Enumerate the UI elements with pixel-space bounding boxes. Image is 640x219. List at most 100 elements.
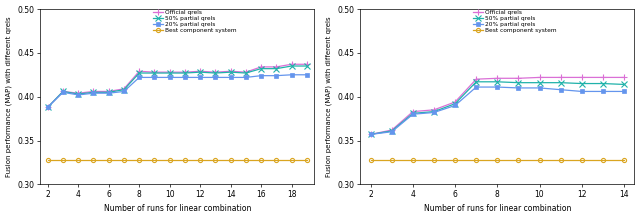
Best component system	[273, 159, 280, 161]
20% partial qrels	[166, 76, 173, 79]
20% partial qrels	[120, 90, 128, 93]
Official qrels	[430, 109, 438, 111]
50% partial qrels	[212, 72, 220, 74]
50% partial qrels	[472, 80, 480, 83]
50% partial qrels	[388, 130, 396, 132]
50% partial qrels	[536, 81, 543, 84]
50% partial qrels	[620, 83, 628, 86]
Best component system	[136, 159, 143, 161]
20% partial qrels	[430, 111, 438, 114]
Best component system	[303, 159, 310, 161]
20% partial qrels	[620, 90, 628, 93]
50% partial qrels	[150, 72, 158, 74]
50% partial qrels	[59, 90, 67, 93]
Official qrels	[74, 92, 82, 95]
Best component system	[257, 159, 265, 161]
Best component system	[578, 159, 586, 161]
Best component system	[493, 159, 501, 161]
Legend: Official qrels, 50% partial qrels, 20% partial qrels, Best component system: Official qrels, 50% partial qrels, 20% p…	[473, 10, 557, 33]
Best component system	[472, 159, 480, 161]
Official qrels	[212, 71, 220, 73]
Y-axis label: Fusion performance (MAP) with different qrels: Fusion performance (MAP) with different …	[6, 16, 12, 177]
Official qrels	[388, 129, 396, 131]
Line: 20% partial qrels: 20% partial qrels	[45, 73, 309, 109]
Official qrels	[59, 90, 67, 93]
20% partial qrels	[90, 92, 97, 95]
20% partial qrels	[74, 94, 82, 96]
Official qrels	[620, 76, 628, 79]
Official qrels	[120, 88, 128, 90]
Best component system	[44, 159, 52, 161]
50% partial qrels	[515, 81, 522, 84]
Line: 50% partial qrels: 50% partial qrels	[45, 63, 310, 110]
Official qrels	[367, 133, 374, 136]
Best component system	[557, 159, 564, 161]
Best component system	[536, 159, 543, 161]
Best component system	[74, 159, 82, 161]
50% partial qrels	[273, 67, 280, 70]
50% partial qrels	[493, 80, 501, 83]
Best component system	[227, 159, 234, 161]
Best component system	[620, 159, 628, 161]
20% partial qrels	[257, 74, 265, 77]
Official qrels	[536, 76, 543, 79]
50% partial qrels	[105, 91, 113, 94]
50% partial qrels	[166, 72, 173, 74]
Best component system	[166, 159, 173, 161]
Best component system	[105, 159, 113, 161]
Official qrels	[515, 77, 522, 79]
50% partial qrels	[90, 91, 97, 94]
Best component system	[288, 159, 296, 161]
Official qrels	[196, 70, 204, 72]
20% partial qrels	[212, 76, 220, 79]
Official qrels	[105, 90, 113, 93]
20% partial qrels	[181, 76, 189, 79]
20% partial qrels	[515, 87, 522, 89]
50% partial qrels	[557, 81, 564, 84]
50% partial qrels	[409, 112, 417, 115]
Line: Official qrels: Official qrels	[45, 62, 310, 110]
Best component system	[430, 159, 438, 161]
50% partial qrels	[181, 72, 189, 74]
20% partial qrels	[409, 113, 417, 116]
Official qrels	[150, 71, 158, 73]
20% partial qrels	[136, 76, 143, 79]
20% partial qrels	[59, 91, 67, 94]
20% partial qrels	[288, 73, 296, 76]
50% partial qrels	[242, 72, 250, 74]
Official qrels	[44, 106, 52, 109]
Official qrels	[451, 101, 459, 103]
50% partial qrels	[227, 71, 234, 73]
20% partial qrels	[196, 76, 204, 79]
Best component system	[451, 159, 459, 161]
50% partial qrels	[367, 133, 374, 136]
Y-axis label: Fusion performance (MAP) with different qrels: Fusion performance (MAP) with different …	[326, 16, 332, 177]
50% partial qrels	[74, 93, 82, 95]
50% partial qrels	[120, 88, 128, 91]
Official qrels	[493, 77, 501, 79]
20% partial qrels	[367, 133, 374, 136]
X-axis label: Number of runs for linear combination: Number of runs for linear combination	[104, 205, 251, 214]
20% partial qrels	[557, 88, 564, 91]
Best component system	[59, 159, 67, 161]
Official qrels	[257, 65, 265, 68]
Legend: Official qrels, 50% partial qrels, 20% partial qrels, Best component system: Official qrels, 50% partial qrels, 20% p…	[153, 10, 237, 33]
20% partial qrels	[472, 86, 480, 88]
50% partial qrels	[599, 82, 607, 85]
50% partial qrels	[257, 67, 265, 70]
Best component system	[367, 159, 374, 161]
20% partial qrels	[105, 92, 113, 95]
50% partial qrels	[288, 65, 296, 67]
Best component system	[150, 159, 158, 161]
20% partial qrels	[599, 90, 607, 93]
Official qrels	[181, 71, 189, 73]
Official qrels	[273, 65, 280, 68]
50% partial qrels	[196, 71, 204, 73]
50% partial qrels	[303, 65, 310, 67]
Best component system	[181, 159, 189, 161]
Official qrels	[90, 90, 97, 93]
Official qrels	[409, 110, 417, 113]
Line: 50% partial qrels: 50% partial qrels	[368, 79, 627, 137]
Best component system	[120, 159, 128, 161]
20% partial qrels	[227, 76, 234, 79]
